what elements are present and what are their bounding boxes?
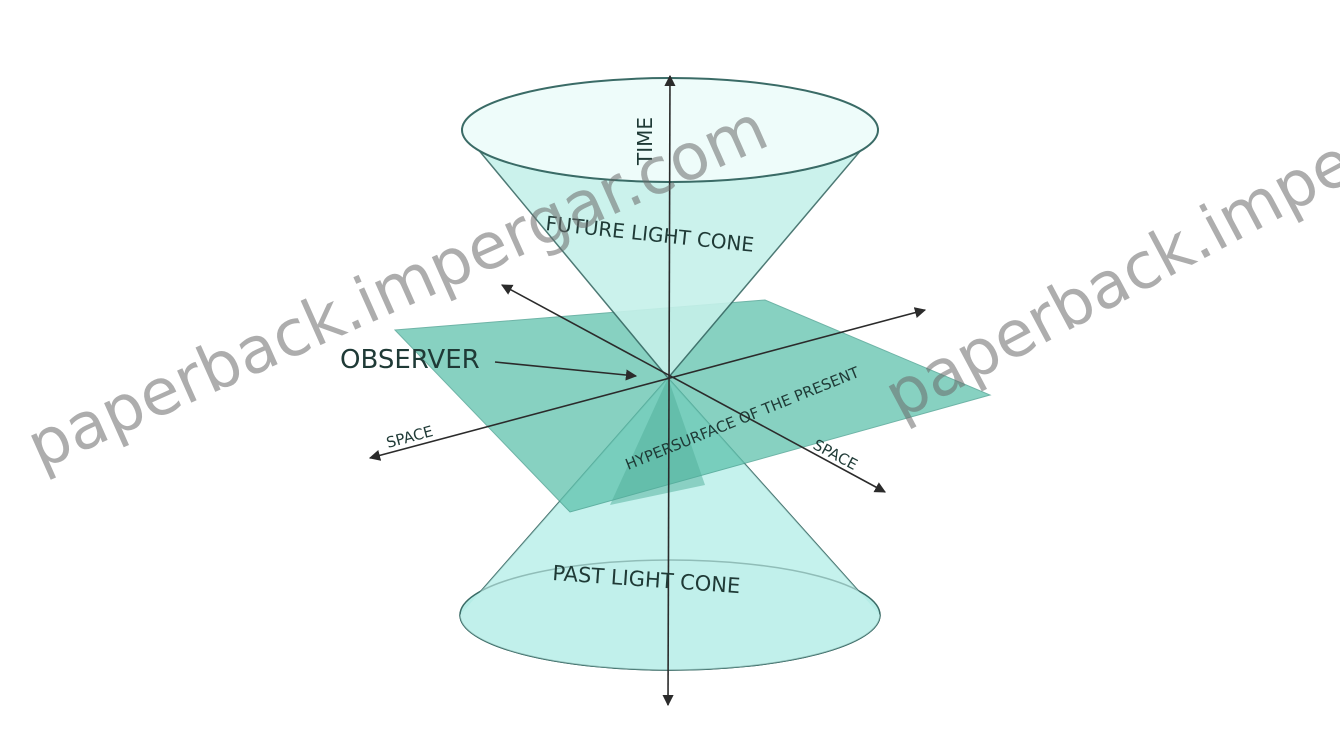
watermark: paperback.impergar.com xyxy=(873,0,1340,434)
page: {"diagram": { "time_label": "TIME", "fut… xyxy=(0,0,1340,747)
space-label: SPACE xyxy=(810,436,860,474)
light-cone-diagram: TIME FUTURE LIGHT CONE OBSERVER SPACE SP… xyxy=(0,0,1340,747)
observer-label: OBSERVER xyxy=(340,345,480,375)
